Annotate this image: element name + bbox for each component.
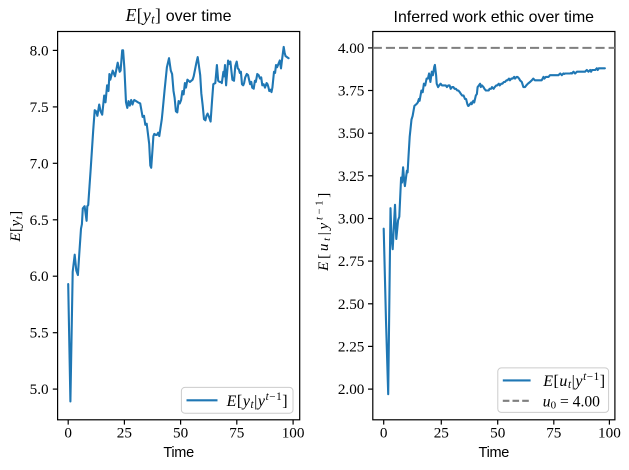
svg-text:Time: Time — [479, 445, 510, 461]
svg-text:Time: Time — [163, 445, 194, 461]
svg-text:100: 100 — [282, 425, 305, 442]
svg-text:50: 50 — [490, 425, 506, 442]
svg-text:E[ut|yt−1]: E[ut|yt−1] — [315, 190, 334, 272]
svg-text:6.0: 6.0 — [30, 268, 49, 285]
svg-text:50: 50 — [173, 425, 189, 442]
svg-text:75: 75 — [546, 425, 561, 442]
svg-text:25: 25 — [434, 425, 449, 442]
svg-text:2.25: 2.25 — [338, 338, 365, 355]
svg-text:0: 0 — [64, 425, 72, 442]
svg-text:2.00: 2.00 — [338, 381, 365, 398]
svg-text:7.0: 7.0 — [30, 155, 49, 172]
svg-text:3.25: 3.25 — [338, 168, 365, 185]
svg-text:E[yt] over time: E[yt] over time — [125, 5, 232, 27]
svg-text:6.5: 6.5 — [30, 212, 49, 229]
svg-text:75: 75 — [229, 425, 244, 442]
svg-text:E[yt]: E[yt] — [8, 210, 25, 242]
svg-text:100: 100 — [598, 425, 621, 442]
svg-text:2.50: 2.50 — [338, 296, 365, 313]
svg-text:4.00: 4.00 — [338, 40, 365, 57]
svg-text:5.0: 5.0 — [30, 381, 49, 398]
svg-text:5.5: 5.5 — [30, 325, 49, 342]
svg-text:E[ut|yt−1]: E[ut|yt−1] — [542, 371, 605, 391]
svg-text:u0 = 4.00: u0 = 4.00 — [543, 393, 600, 411]
svg-text:8.0: 8.0 — [30, 42, 49, 59]
svg-text:E[yt|yt−1]: E[yt|yt−1] — [226, 391, 289, 411]
svg-text:2.75: 2.75 — [338, 253, 365, 270]
svg-text:3.00: 3.00 — [338, 211, 365, 228]
svg-text:3.50: 3.50 — [338, 125, 365, 142]
svg-text:Inferred work ethic over time: Inferred work ethic over time — [394, 9, 595, 26]
svg-text:25: 25 — [117, 425, 132, 442]
svg-text:0: 0 — [380, 425, 388, 442]
svg-text:7.5: 7.5 — [30, 99, 49, 116]
svg-text:3.75: 3.75 — [338, 83, 365, 100]
